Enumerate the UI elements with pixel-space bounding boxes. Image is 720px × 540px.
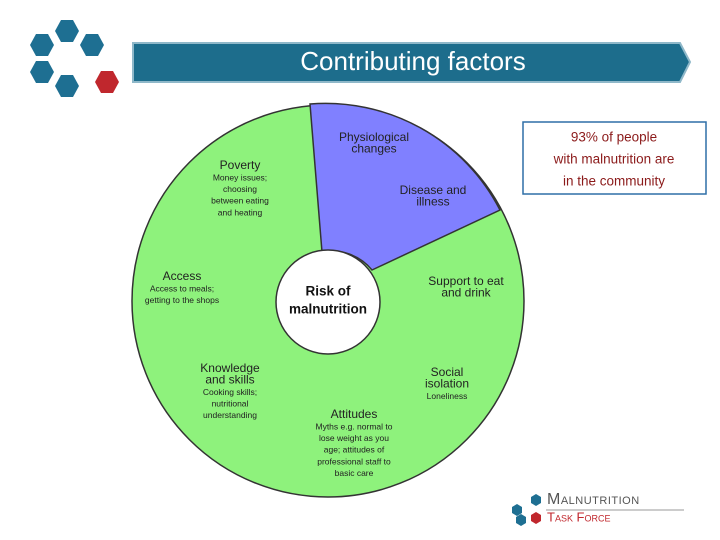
factor-heading: Physiological xyxy=(339,130,409,144)
logo-tagline: Task Force xyxy=(547,509,611,524)
factor-heading: illness xyxy=(416,195,449,209)
callout-line: 93% of people xyxy=(571,130,657,145)
title-banner xyxy=(132,42,692,83)
factor-detail: nutritional xyxy=(212,398,249,408)
factor-heading: Disease and xyxy=(400,183,467,197)
factor-heading: changes xyxy=(351,142,396,156)
center-circle xyxy=(275,249,381,355)
factor-detail: getting to the shops xyxy=(145,295,219,305)
callout-box xyxy=(522,121,707,195)
factor-detail: professional staff to xyxy=(317,456,391,466)
center-label: malnutrition xyxy=(289,302,367,317)
factor-heading: Attitudes xyxy=(331,407,378,421)
factor-detail: basic care xyxy=(335,468,374,478)
factor-heading: Social xyxy=(431,365,464,379)
logo xyxy=(512,494,684,526)
factor-heading: Poverty xyxy=(220,158,261,172)
factor-heading: and skills xyxy=(205,373,254,387)
slide-title: Contributing factors xyxy=(300,46,525,76)
factor-heading: and drink xyxy=(441,286,491,300)
center-label: Risk of xyxy=(305,284,351,299)
callout-line: with malnutrition are xyxy=(553,152,675,167)
factor-detail: choosing xyxy=(223,184,257,194)
factor-detail: and heating xyxy=(218,207,263,217)
factor-heading: Knowledge xyxy=(200,361,260,375)
factor-detail: Money issues; xyxy=(213,172,267,182)
factor-detail: Cooking skills; xyxy=(203,387,257,397)
factor-detail: between eating xyxy=(211,196,269,206)
factor-detail: age; attitudes of xyxy=(324,445,385,455)
factor-detail: Access to meals; xyxy=(150,283,214,293)
factor-detail: understanding xyxy=(203,410,257,420)
factor-heading: Support to eat xyxy=(428,274,504,288)
factor-detail: Myths e.g. normal to xyxy=(315,421,392,431)
factor-detail: lose weight as you xyxy=(319,433,389,443)
callout-line: in the community xyxy=(563,174,665,189)
factor-heading: Access xyxy=(163,269,202,283)
factor-heading: isolation xyxy=(425,377,469,391)
factor-detail: Loneliness xyxy=(427,391,468,401)
logo-hexagons xyxy=(30,20,119,97)
logo-name: Malnutrition xyxy=(547,491,640,508)
